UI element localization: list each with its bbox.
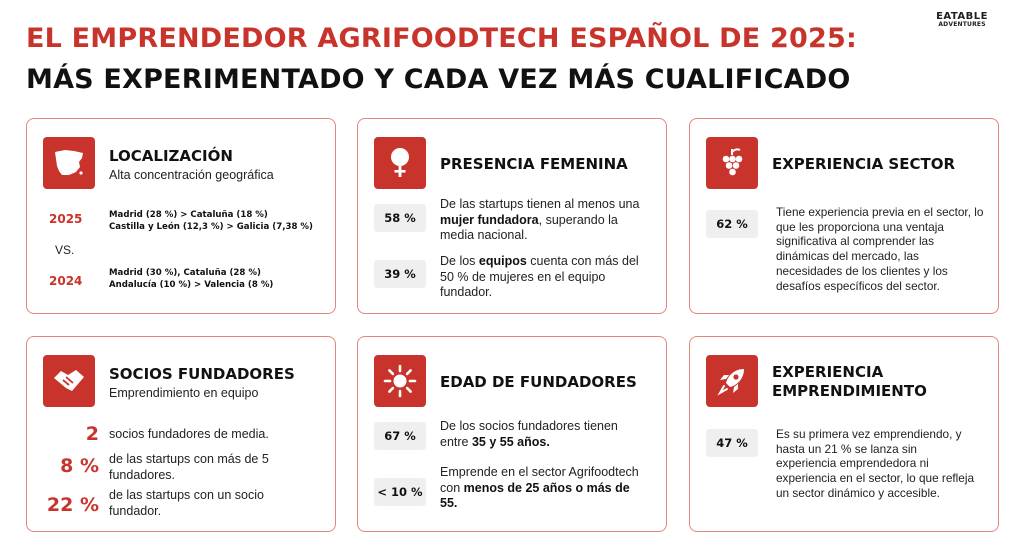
stat-pill: 39 % <box>374 260 426 288</box>
female-symbol-icon <box>374 137 426 189</box>
year-2024: 2024 <box>49 274 83 288</box>
desc-highlight: menos de 25 años o más de 55. <box>440 480 630 511</box>
desc-text: De los socios fundadores tienen entre <box>440 419 618 449</box>
stat-pill: 58 % <box>374 204 426 232</box>
handshake-icon <box>43 355 95 407</box>
desc-text: cuenta con más del 50 % de mujeres en el… <box>440 254 639 300</box>
card-title: SOCIOS FUNDADORES <box>109 365 295 383</box>
page-title-line2: MÁS EXPERIMENTADO Y CADA VEZ MÁS CUALIFI… <box>26 64 851 95</box>
ranking-2024-line1: Madrid (30 %), Cataluña (28 %) <box>109 268 261 278</box>
card-title: EXPERIENCIA SECTOR <box>772 155 955 173</box>
ranking-2025-line2: Castilla y León (12,3 %) > Galicia (7,38… <box>109 222 313 233</box>
desc-text: De las startups tienen al menos una <box>440 197 640 211</box>
ranking-2025: Madrid (28 %) > Cataluña (18 %) Castilla… <box>109 209 313 234</box>
desc-highlight: mujer fundadora <box>440 212 539 227</box>
stat-description: De las startups tienen al menos una muje… <box>440 197 650 244</box>
card-experiencia-emprendimiento: EXPERIENCIA EMPRENDIMIENTO 47 % Es su pr… <box>689 336 999 532</box>
card-title-line1: EXPERIENCIA <box>772 363 884 381</box>
rocket-icon <box>706 355 758 407</box>
stat-number: 22 % <box>46 494 99 516</box>
stat-description: Es su primera vez emprendiendo, y hasta … <box>776 427 975 500</box>
card-title: EDAD DE FUNDADORES <box>440 373 637 391</box>
stat-number: 8 % <box>60 455 99 477</box>
stat-description: Tiene experiencia previa en el sector, l… <box>776 205 984 293</box>
ranking-2024-line2: Andalucía (10 %) > Valencia (8 %) <box>109 280 274 291</box>
card-title: EXPERIENCIA EMPRENDIMIENTO <box>772 363 927 401</box>
card-socios-fundadores: SOCIOS FUNDADORES Emprendimiento en equi… <box>26 336 336 532</box>
stat-description: De los equipos cuenta con más del 50 % d… <box>440 254 650 301</box>
grapes-icon <box>706 137 758 189</box>
ranking-2024: Madrid (30 %), Cataluña (28 %) Andalucía… <box>109 267 273 292</box>
stat-description: De los socios fundadores tienen entre 35… <box>440 419 640 450</box>
stat-pill: 62 % <box>706 210 758 238</box>
card-experiencia-sector: EXPERIENCIA SECTOR 62 % Tiene experienci… <box>689 118 999 314</box>
stat-description: socios fundadores de media. <box>109 427 269 441</box>
ranking-2025-line1: Madrid (28 %) > Cataluña (18 %) <box>109 210 268 220</box>
stat-description: Emprende en el sector Agrifoodtech con m… <box>440 465 640 512</box>
year-2025: 2025 <box>49 212 83 226</box>
card-subtitle: Emprendimiento en equipo <box>109 386 259 400</box>
card-localizacion: LOCALIZACIÓN Alta concentración geográfi… <box>26 118 336 314</box>
card-presencia-femenina: PRESENCIA FEMENINA 58 % De las startups … <box>357 118 667 314</box>
stat-pill: < 10 % <box>374 478 426 506</box>
desc-highlight: 35 y 55 años. <box>471 434 550 449</box>
logo-text-main: EATABLE <box>936 11 988 22</box>
desc-highlight: equipos <box>478 254 527 268</box>
sun-icon <box>374 355 426 407</box>
stat-pill: 67 % <box>374 422 426 450</box>
card-subtitle: Alta concentración geográfica <box>109 168 274 182</box>
card-title-line2: EMPRENDIMIENTO <box>772 381 927 400</box>
card-title: PRESENCIA FEMENINA <box>440 155 628 173</box>
versus-label: VS. <box>55 243 75 257</box>
logo-text-sub: ADVENTURES <box>938 21 986 28</box>
stat-description: de las startups con un socio fundador. <box>109 488 264 518</box>
spain-map-icon <box>43 137 95 189</box>
desc-text: Emprende en el sector Agrifoodtech con <box>440 465 639 495</box>
stat-pill: 47 % <box>706 429 758 457</box>
desc-text: De los <box>440 254 479 268</box>
page-title-line1: EL EMPRENDEDOR AGRIFOODTECH ESPAÑOL DE 2… <box>26 23 857 54</box>
card-title: LOCALIZACIÓN <box>109 147 233 165</box>
brand-logo: EATABLE ADVENTURES <box>936 12 988 28</box>
card-edad-fundadores: EDAD DE FUNDADORES 67 % De los socios fu… <box>357 336 667 532</box>
stat-number: 2 <box>85 423 99 445</box>
stat-description: de las startups con más de 5 fundadores. <box>109 452 269 482</box>
desc-text: , superando la media nacional. <box>440 212 618 243</box>
